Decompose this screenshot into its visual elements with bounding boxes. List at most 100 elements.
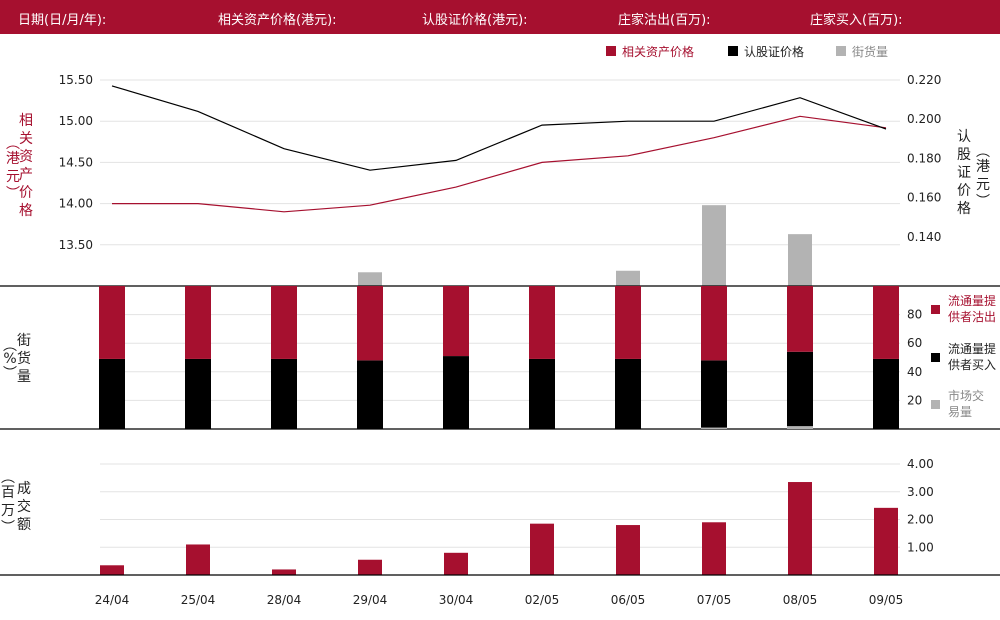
- paren-close: ︶: [6, 186, 20, 202]
- paren-open: ︵: [1, 470, 15, 486]
- top-left-title: 相关资产价格: [19, 113, 33, 219]
- left-tick-label: 13.50: [59, 238, 93, 252]
- lp-buy-bar: [357, 360, 383, 429]
- market-volume-bar: [787, 426, 813, 429]
- lp-sell-bar: [615, 286, 641, 359]
- turnover-bar: [358, 559, 382, 575]
- paren-close: ︶: [1, 520, 15, 536]
- street-stock-bar: [616, 270, 640, 286]
- right-tick-label: 0.180: [907, 151, 941, 165]
- lp-buy-bar: [185, 358, 211, 429]
- lp-buy-bar: [701, 360, 727, 428]
- legend-lp-sell-swatch: [931, 305, 940, 314]
- mid-tick-label: 20: [907, 393, 922, 407]
- legend-lp-buy-label: 流通量提供者买入: [948, 342, 997, 372]
- mid-left-unit: %: [3, 351, 17, 367]
- x-tick-label: 25/04: [181, 593, 216, 607]
- paren-open: ︵: [6, 136, 20, 152]
- left-tick-label: 14.50: [59, 155, 93, 169]
- turnover-bar: [186, 544, 210, 575]
- lp-sell-bar: [529, 286, 555, 359]
- bottom-left-title: 成交额: [17, 481, 31, 533]
- right-tick-label: 0.140: [907, 230, 941, 244]
- left-tick-label: 15.50: [59, 73, 93, 87]
- x-tick-label: 08/05: [783, 593, 818, 607]
- bottom-tick-label: 2.00: [907, 513, 934, 527]
- paren-open: ︵: [976, 144, 990, 160]
- x-tick-label: 24/04: [95, 593, 130, 607]
- header-bar: 日期(日/月/年): 相关资产价格(港元): 认股证价格(港元): 庄家沽出(百…: [0, 0, 1000, 34]
- paren-close: ︶: [976, 194, 990, 210]
- bottom-tick-label: 4.00: [907, 457, 934, 471]
- right-tick-label: 0.160: [907, 191, 941, 205]
- lp-buy-bar: [99, 358, 125, 429]
- lp-sell-bar: [701, 286, 727, 361]
- mid-tick-label: 60: [907, 336, 922, 350]
- lp-sell-bar: [271, 286, 297, 359]
- street-stock-bar: [358, 272, 382, 286]
- x-tick-label: 30/04: [439, 593, 474, 607]
- x-tick-label: 07/05: [697, 593, 732, 607]
- right-tick-label: 0.220: [907, 73, 941, 87]
- street-stock-bar: [702, 205, 726, 286]
- market-volume-bar: [701, 427, 727, 429]
- legend-market-label: 市场交易量: [948, 389, 985, 419]
- lp-buy-bar: [615, 358, 641, 429]
- lp-sell-bar: [99, 286, 125, 359]
- legend-lp-buy-swatch: [931, 353, 940, 362]
- bottom-left-unit: 百万: [1, 485, 15, 519]
- legend-warrant-label: 认股证价格: [744, 45, 805, 59]
- lp-buy-bar: [529, 358, 555, 429]
- lp-sell-bar: [873, 286, 899, 359]
- mid-left-title: 街货量: [17, 333, 31, 385]
- turnover-bar: [788, 482, 812, 575]
- turnover-bar: [874, 507, 898, 575]
- lp-buy-bar: [443, 356, 469, 429]
- header-warrant-label: 认股证价格(港元):: [422, 13, 528, 28]
- legend-underlying-label: 相关资产价格: [622, 45, 695, 59]
- bottom-tick-label: 3.00: [907, 485, 934, 499]
- turnover-bar: [616, 525, 640, 575]
- x-tick-label: 09/05: [869, 593, 904, 607]
- legend-street-swatch: [836, 46, 846, 56]
- lp-sell-bar: [787, 286, 813, 352]
- x-tick-label: 02/05: [525, 593, 560, 607]
- legend-street-label: 街货量: [852, 45, 889, 59]
- warrant-price-line: [111, 85, 887, 171]
- lp-buy-bar: [873, 358, 899, 429]
- paren-open: ︵: [3, 338, 17, 354]
- header-underlying-label: 相关资产价格(港元):: [218, 13, 337, 28]
- header-issuer-buy-label: 庄家买入(百万):: [810, 13, 903, 28]
- turnover-bar: [272, 569, 296, 575]
- left-tick-label: 15.00: [59, 114, 93, 128]
- legend-market-swatch: [931, 400, 940, 409]
- header-issuer-sell-label: 庄家沽出(百万):: [618, 13, 711, 28]
- underlying-price-line: [112, 115, 887, 213]
- turnover-bar: [444, 552, 468, 575]
- paren-close: ︶: [3, 366, 17, 382]
- mid-tick-label: 40: [907, 365, 922, 379]
- lp-sell-bar: [443, 286, 469, 357]
- bottom-tick-label: 1.00: [907, 540, 934, 554]
- lp-buy-bar: [787, 351, 813, 427]
- lp-sell-bar: [185, 286, 211, 359]
- lp-buy-bar: [271, 358, 297, 429]
- turnover-bar: [702, 522, 726, 575]
- left-tick-label: 14.00: [59, 197, 93, 211]
- legend-warrant-swatch: [728, 46, 738, 56]
- x-tick-label: 29/04: [353, 593, 388, 607]
- legend-underlying-swatch: [606, 46, 616, 56]
- header-date-label: 日期(日/月/年):: [18, 13, 107, 28]
- turnover-bar: [530, 523, 554, 575]
- legend-lp-sell-label: 流通量提供者沽出: [948, 294, 997, 324]
- turnover-bar: [100, 565, 124, 575]
- lp-sell-bar: [357, 286, 383, 361]
- top-right-title: 认股证价格: [957, 129, 971, 217]
- top-right-unit: 港元: [976, 159, 990, 193]
- x-tick-label: 06/05: [611, 593, 646, 607]
- street-stock-bar: [788, 234, 812, 286]
- x-tick-label: 28/04: [267, 593, 302, 607]
- mid-tick-label: 80: [907, 308, 922, 322]
- top-left-unit: 港元: [6, 151, 20, 185]
